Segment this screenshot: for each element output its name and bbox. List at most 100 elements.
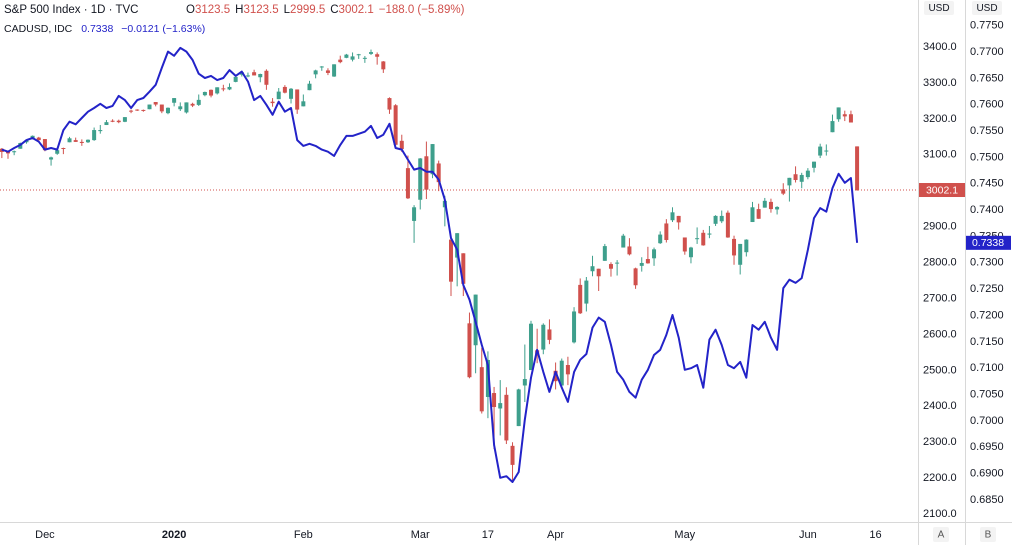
candle-body bbox=[252, 72, 257, 76]
candle-body bbox=[855, 146, 860, 191]
candle-body bbox=[553, 370, 558, 382]
candle-body bbox=[713, 215, 718, 224]
candle-body bbox=[449, 239, 454, 282]
y-tick-label: 2800.0 bbox=[923, 257, 957, 269]
y2-tick-label: 0.7050 bbox=[970, 388, 1004, 400]
candle-body bbox=[818, 146, 823, 156]
candle-body bbox=[824, 150, 829, 152]
candle-body bbox=[42, 139, 47, 151]
candle-body bbox=[215, 87, 220, 94]
candle-body bbox=[307, 83, 312, 91]
price-tag-label: 3002.1 bbox=[926, 184, 958, 196]
candle-body bbox=[147, 104, 152, 110]
candle-body bbox=[289, 88, 294, 99]
candle-body bbox=[381, 61, 386, 70]
y-tick-label: 2400.0 bbox=[923, 400, 957, 412]
candle-body bbox=[153, 102, 158, 105]
candle-body bbox=[338, 59, 343, 63]
candle-body bbox=[485, 359, 490, 397]
candle-body bbox=[578, 284, 583, 314]
candle-body bbox=[799, 174, 804, 182]
plot-area bbox=[0, 46, 918, 483]
candle-body bbox=[732, 238, 737, 256]
y2-tick-label: 0.7250 bbox=[970, 283, 1004, 295]
candle-body bbox=[12, 151, 17, 153]
candle-body bbox=[92, 130, 97, 141]
scale-button-label[interactable]: A bbox=[938, 530, 945, 541]
price-tag-label: 0.7338 bbox=[972, 237, 1004, 249]
x-tick-label: 16 bbox=[869, 529, 881, 541]
candle-body bbox=[424, 156, 429, 190]
y-tick-label: 2100.0 bbox=[923, 508, 957, 520]
y2-tick-label: 0.7550 bbox=[970, 125, 1004, 137]
y-tick-label: 2700.0 bbox=[923, 292, 957, 304]
candle-body bbox=[639, 262, 644, 266]
y2-unit[interactable]: USD bbox=[976, 3, 997, 14]
candle-body bbox=[325, 70, 330, 73]
candle-body bbox=[848, 114, 853, 123]
candle-body bbox=[172, 98, 177, 103]
candle-body bbox=[258, 74, 263, 78]
price-tag bbox=[966, 235, 1011, 250]
y2-tick-label: 0.7650 bbox=[970, 72, 1004, 84]
unit-box[interactable] bbox=[972, 1, 1002, 15]
candle-body bbox=[270, 101, 275, 104]
candle-body bbox=[159, 104, 164, 112]
candle-body bbox=[184, 102, 189, 113]
candle-body bbox=[233, 76, 238, 82]
candle-body bbox=[787, 177, 792, 186]
ohlc-value: 3002.1 bbox=[339, 4, 374, 16]
candle-body bbox=[492, 393, 497, 408]
candle-body bbox=[276, 91, 281, 100]
candle-body bbox=[590, 266, 595, 272]
candle-body bbox=[49, 157, 54, 160]
y-tick-label: 3200.0 bbox=[923, 113, 957, 125]
y2-tick-label: 0.7000 bbox=[970, 415, 1004, 427]
candle-body bbox=[190, 103, 195, 106]
candle-body bbox=[812, 161, 817, 168]
ohlc-label: H bbox=[235, 4, 243, 16]
y-unit[interactable]: USD bbox=[928, 3, 949, 14]
candle-body bbox=[282, 86, 287, 93]
ohlc-label: C bbox=[330, 4, 338, 16]
scale-button[interactable] bbox=[933, 527, 949, 542]
candle-body bbox=[61, 148, 66, 150]
change: −188.0 (−5.89%) bbox=[379, 4, 465, 16]
candle-body bbox=[375, 54, 380, 57]
ohlc-readout: O3123.5 H3123.5 L2999.5 C3002.1 −188.0 (−5.8… bbox=[186, 4, 465, 16]
x-tick-label: Jun bbox=[799, 529, 817, 541]
candle-body bbox=[430, 144, 435, 175]
candle-body bbox=[768, 201, 773, 210]
candle-body bbox=[584, 280, 589, 304]
ohlc-label: L bbox=[284, 4, 291, 16]
scale-button[interactable] bbox=[980, 527, 996, 542]
candle-body bbox=[695, 238, 700, 240]
candle-body bbox=[572, 311, 577, 343]
candle-body bbox=[744, 239, 749, 253]
candle-body bbox=[498, 403, 503, 409]
candle-body bbox=[621, 235, 626, 248]
candle-body bbox=[369, 52, 374, 54]
candle-body bbox=[245, 75, 250, 77]
y-tick-label: 2500.0 bbox=[923, 364, 957, 376]
candle-body bbox=[362, 57, 367, 59]
y2-tick-label: 0.7500 bbox=[970, 151, 1004, 163]
candle-body bbox=[455, 233, 460, 258]
candle-body bbox=[528, 323, 533, 371]
candle-body bbox=[178, 106, 183, 110]
candle-body bbox=[596, 268, 601, 277]
ohlc-value: 3123.5 bbox=[195, 4, 230, 16]
y2-tick-label: 0.7600 bbox=[970, 99, 1004, 111]
candle-body bbox=[141, 109, 146, 111]
unit-box[interactable] bbox=[924, 1, 954, 15]
candle-body bbox=[670, 212, 675, 221]
candle-body bbox=[55, 150, 60, 154]
y-tick-label: 3300.0 bbox=[923, 77, 957, 89]
y2-tick-label: 0.7400 bbox=[970, 204, 1004, 216]
scale-button-label[interactable]: B bbox=[985, 530, 992, 541]
candle-body bbox=[221, 88, 226, 90]
x-tick-label: May bbox=[674, 529, 695, 541]
candle-body bbox=[738, 243, 743, 265]
candle-body bbox=[510, 445, 515, 465]
